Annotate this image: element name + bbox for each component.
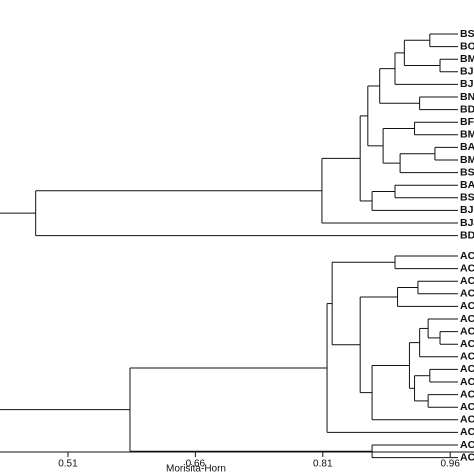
leaf-label: ACS	[460, 250, 474, 262]
leaf-label: ACA	[460, 262, 474, 274]
leaf-label: ACD	[460, 288, 474, 300]
leaf-label: BSe	[460, 166, 474, 178]
leaf-label: ACJ	[460, 426, 474, 438]
leaf-label: BJu	[460, 66, 474, 78]
leaf-label: BSe	[460, 192, 474, 204]
leaf-label: ACJ	[460, 363, 474, 375]
leaf-label: BAp	[460, 141, 474, 153]
leaf-label: BJu	[460, 204, 474, 216]
x-tick-label: 0.51	[58, 459, 78, 470]
leaf-label: ACJ	[460, 300, 474, 312]
leaf-label: BMa	[460, 53, 474, 65]
leaf-label: ACO	[460, 439, 474, 451]
leaf-label: ACA	[460, 325, 474, 337]
leaf-label: BDe	[460, 103, 474, 115]
leaf-label: ACN	[460, 388, 474, 400]
leaf-label: BJa	[460, 217, 474, 229]
leaf-label: ACS	[460, 414, 474, 426]
leaf-label: ACN	[460, 338, 474, 350]
leaf-label: BNo	[460, 91, 474, 103]
leaf-label: BJu	[460, 78, 474, 90]
leaf-label: ACS	[460, 351, 474, 363]
leaf-label: BDe	[460, 229, 474, 241]
leaf-label: ACN	[460, 376, 474, 388]
leaf-label: BMa	[460, 129, 474, 141]
leaf-label: BSe	[460, 28, 474, 40]
x-tick-label: 0.81	[313, 459, 333, 470]
leaf-label: ACD	[460, 451, 474, 463]
leaf-label: ACF	[460, 313, 474, 325]
x-axis-label: Morisita-Horn	[166, 464, 226, 474]
leaf-label: ACN	[460, 275, 474, 287]
leaf-label: BFe	[460, 116, 474, 128]
leaf-label: ACJ	[460, 401, 474, 413]
x-tick-label: 0.96	[440, 459, 460, 470]
leaf-label: BMa	[460, 154, 474, 166]
leaf-label: BAp	[460, 179, 474, 191]
x-tick-label: 0.66	[186, 459, 206, 470]
leaf-label: BOc	[460, 40, 474, 52]
